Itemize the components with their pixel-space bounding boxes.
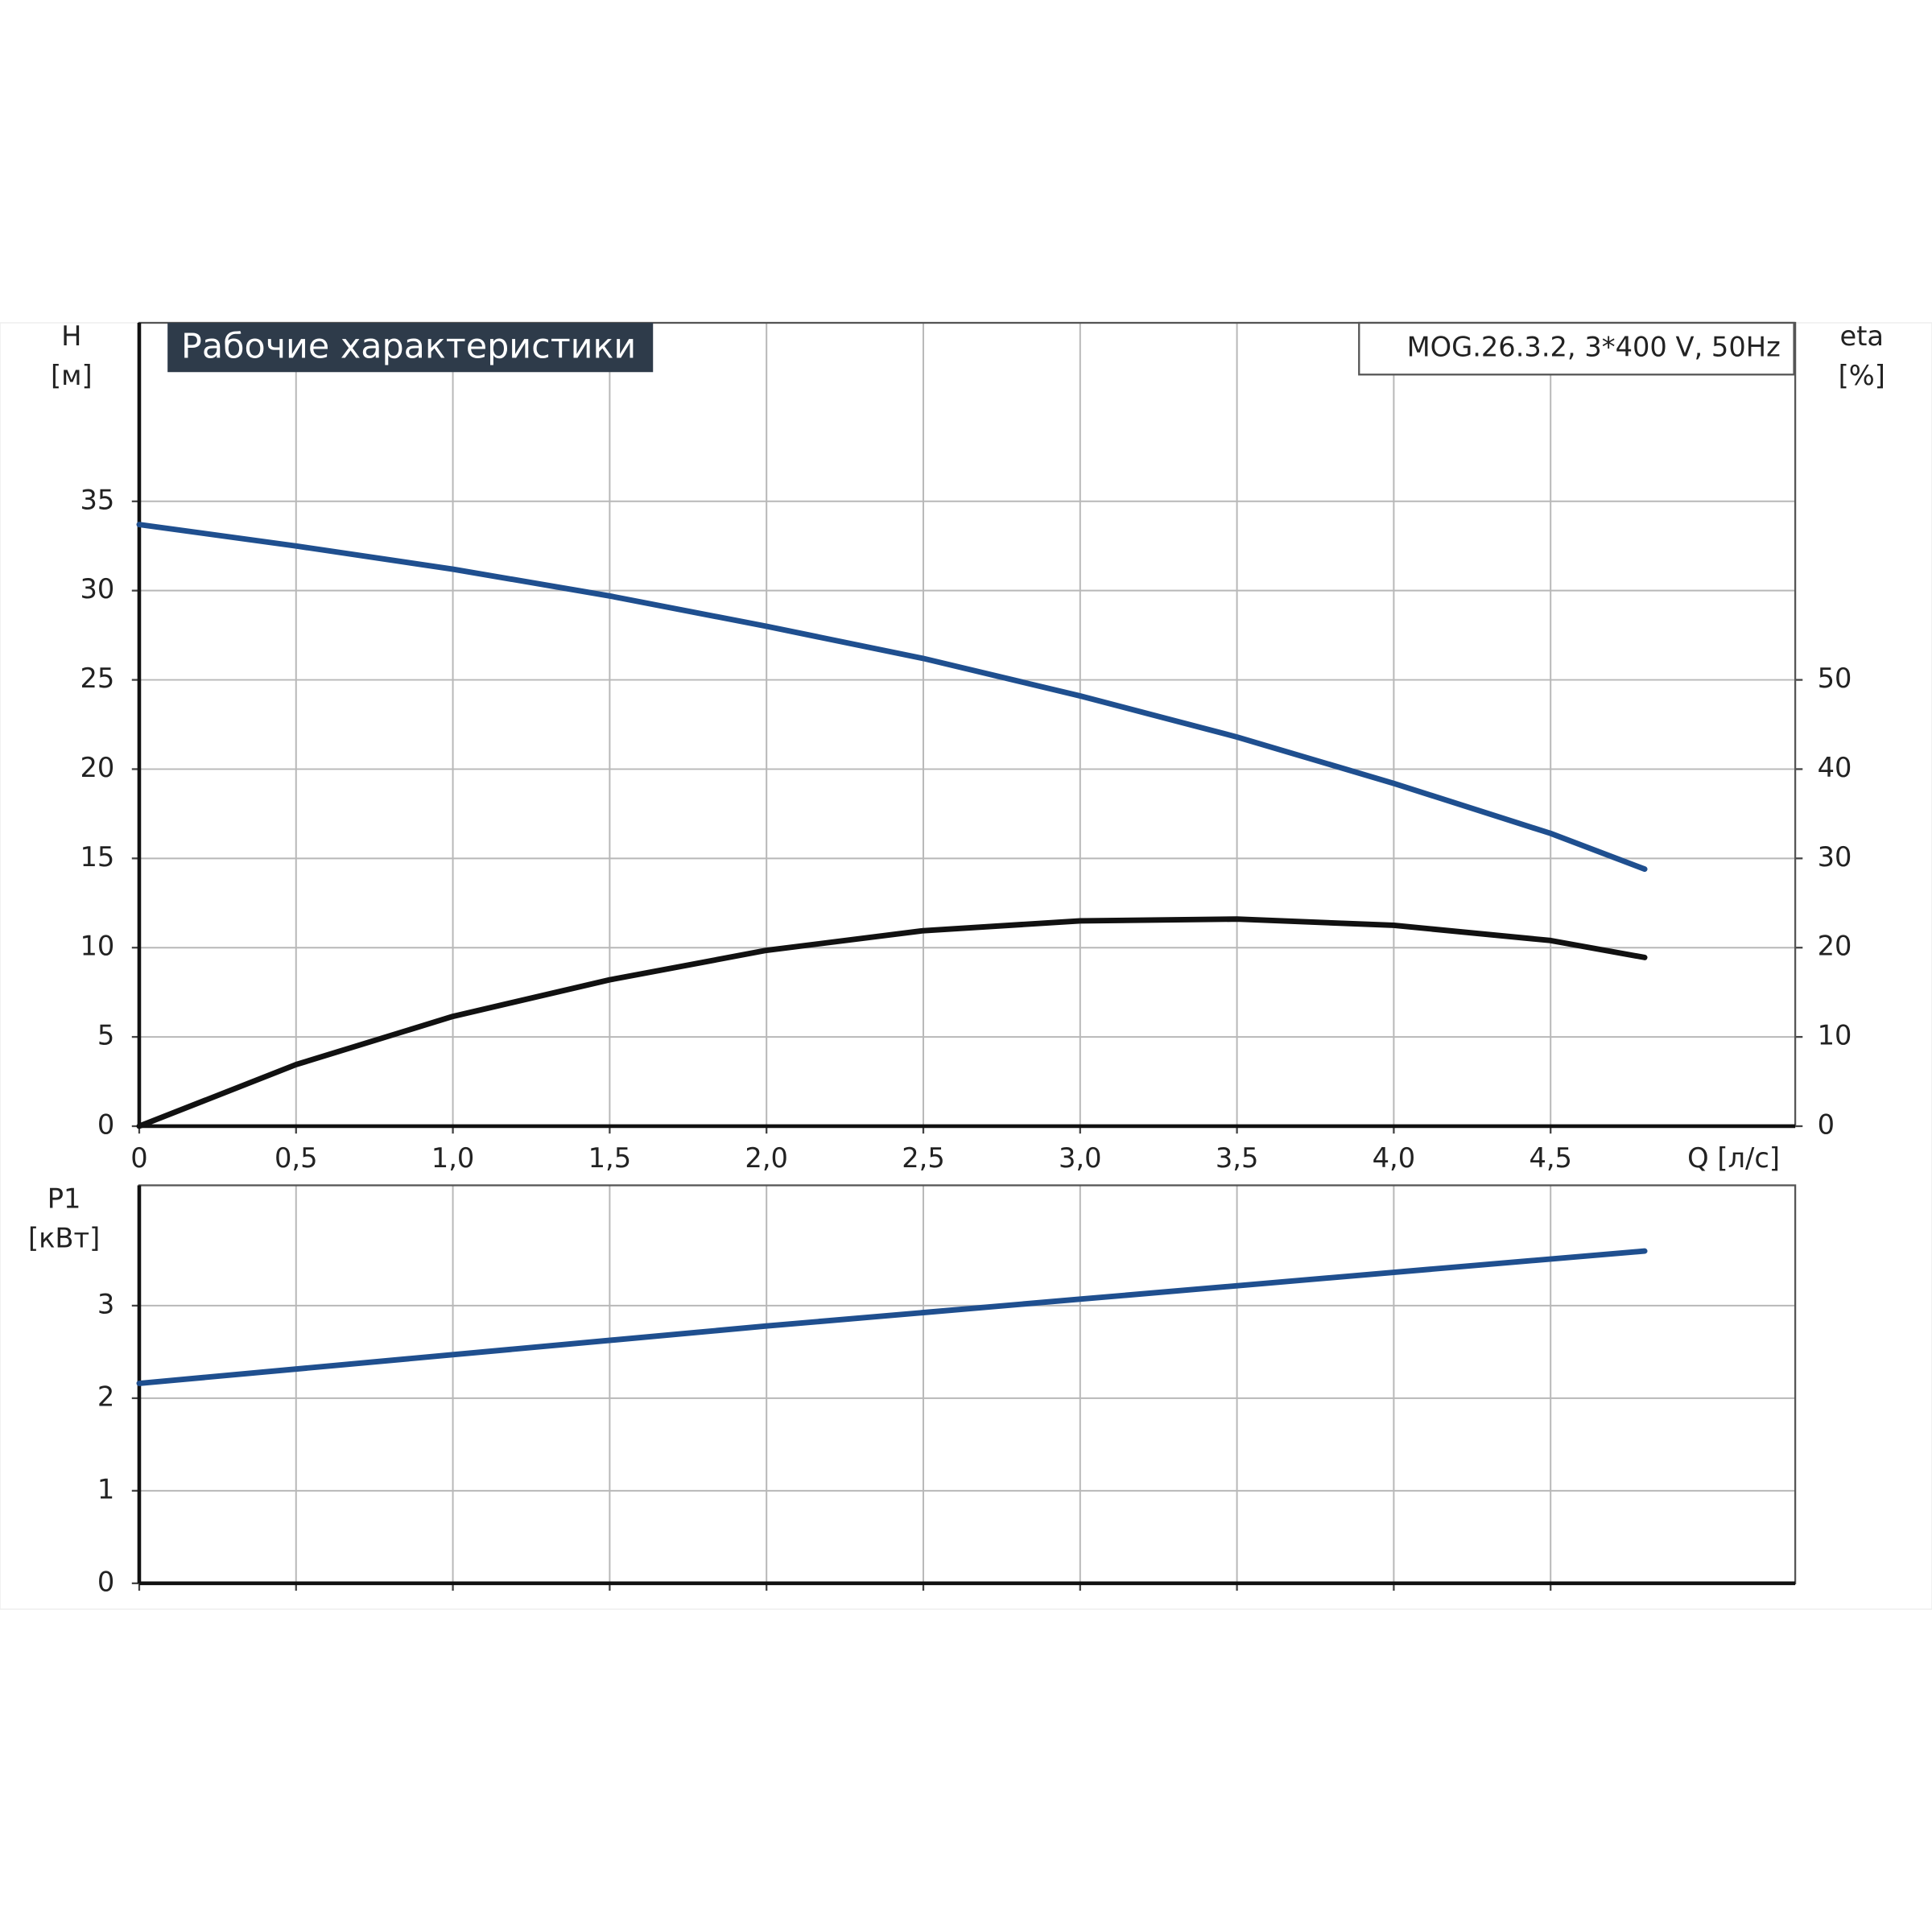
y-axis-unit: [кВт] [28,1222,100,1253]
y2-tick-label: 40 [1818,752,1852,783]
y-axis-label: H [61,320,81,352]
series-line [136,522,1648,873]
x-axis-label: Q [л/с] [1687,1142,1780,1174]
x-tick-label: 3,0 [1059,1142,1102,1174]
x-tick-label: 4,5 [1529,1142,1572,1174]
y-tick-label: 3 [97,1288,114,1319]
y2-tick-label: 50 [1818,663,1852,694]
x-tick-label: 4,0 [1373,1142,1416,1174]
y2-tick-label: 10 [1818,1020,1852,1051]
y-axis-label: P1 [47,1183,81,1214]
y-tick-label: 15 [80,841,115,873]
layer: 0 0,5 1,0 1,5 2,0 2,5 3,0 3,5 4,0 4,5051015202530… [28,320,1885,1597]
y2-tick-label: 30 [1818,841,1852,873]
y-axis-unit: [м] [51,360,93,391]
y2-tick-label: 0 [1818,1108,1835,1140]
y-tick-label: 2 [97,1381,114,1412]
y-tick-label: 10 [80,931,115,962]
chart-title: Рабочие характеристики [181,327,636,367]
y-tick-label: 30 [80,573,115,605]
panel [0,322,1932,1610]
x-tick-label: 2,5 [902,1142,945,1174]
subtitle-box [1358,321,1795,376]
series-line [136,916,1648,1129]
title-box [167,323,654,373]
x-tick-label: 3,5 [1216,1142,1259,1174]
y-tick-label: 0 [97,1566,114,1597]
x-tick-label: 1,0 [431,1142,475,1174]
y-tick-label: 0 [97,1108,114,1140]
chart-subtitle: MOG.26.3.2, 3*400 V, 50Hz [1407,332,1781,363]
y-tick-label: 35 [80,484,115,515]
y-tick-label: 20 [80,752,115,783]
y2-tick-label: 20 [1818,931,1852,962]
y2-axis-unit: [%] [1839,360,1885,391]
y-tick-label: 1 [97,1473,114,1505]
series-line [136,1248,1648,1386]
x-tick-label: 0 [130,1142,147,1174]
x-tick-label: 2,0 [745,1142,788,1174]
y2-axis-label: eta [1839,320,1884,352]
x-tick-label: 1,5 [588,1142,632,1174]
y-tick-label: 5 [97,1020,114,1051]
y-tick-label: 25 [80,663,115,694]
x-tick-label: 0,5 [275,1142,318,1174]
